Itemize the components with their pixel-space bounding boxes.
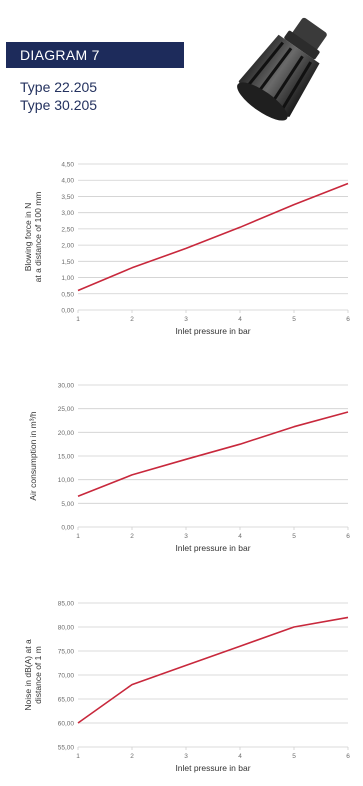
x-tick-label: 5 bbox=[292, 753, 296, 760]
x-tick-label: 5 bbox=[292, 316, 296, 323]
type-label: Type 30.205 bbox=[20, 97, 98, 113]
chart-svg: 0,00 5,00 10,00 15,00 20,00 25,00 30,00 1 2 3 4 5 6 I… bbox=[28, 383, 350, 554]
x-tick-label: 2 bbox=[130, 533, 134, 540]
x-tick-label: 6 bbox=[346, 753, 350, 760]
y-axis-label-line: at a distance of 100 mm bbox=[33, 192, 43, 283]
x-tick-label: 3 bbox=[184, 753, 188, 760]
y-tick-label: 55,00 bbox=[58, 745, 75, 752]
x-axis-label: Inlet pressure in bar bbox=[175, 763, 250, 773]
diagram-title: DIAGRAM 7 bbox=[6, 42, 184, 68]
y-tick-label: 3,00 bbox=[61, 210, 74, 217]
x-tick-label: 2 bbox=[130, 316, 134, 323]
y-tick-label: 2,00 bbox=[61, 243, 74, 250]
y-axis-label: Blowing force in Nat a distance of 100 m… bbox=[23, 192, 43, 283]
y-axis-label: Air consumption in m³/h bbox=[28, 411, 38, 501]
x-tick-label: 5 bbox=[292, 533, 296, 540]
x-tick-label: 3 bbox=[184, 533, 188, 540]
y-axis-label-line: distance of 1 m bbox=[33, 646, 43, 704]
series-line bbox=[77, 411, 349, 497]
y-tick-label: 20,00 bbox=[58, 430, 75, 437]
y-axis-label-line: Air consumption in m³/h bbox=[28, 411, 38, 501]
x-tick-label: 6 bbox=[346, 533, 350, 540]
y-axis-label: Noise in dB(A) at adistance of 1 m bbox=[23, 639, 43, 711]
y-tick-label: 1,50 bbox=[61, 259, 74, 266]
nozzle-product-icon bbox=[237, 17, 327, 121]
y-tick-label: 65,00 bbox=[58, 697, 75, 704]
y-tick-label: 10,00 bbox=[58, 477, 75, 484]
x-tick-label: 1 bbox=[76, 533, 80, 540]
y-tick-label: 2,50 bbox=[61, 226, 74, 233]
x-tick-label: 4 bbox=[238, 533, 242, 540]
chart-svg: 55,00 60,00 65,00 70,00 75,00 80,00 85,00 1 2 3 4 5… bbox=[23, 601, 350, 774]
chart-blowing-force: 0,00 0,50 1,00 1,50 2,00 2,50 3,00 3,50 4,00 4,50… bbox=[0, 150, 363, 350]
chart-noise: 55,00 60,00 65,00 70,00 75,00 80,00 85,00 1 2 3 4 5… bbox=[0, 595, 363, 781]
y-tick-label: 85,00 bbox=[58, 601, 75, 608]
x-axis-label: Inlet pressure in bar bbox=[175, 326, 250, 336]
type-list: Type 22.205 Type 30.205 bbox=[20, 78, 97, 114]
y-tick-label: 3,50 bbox=[61, 194, 74, 201]
x-axis-label: Inlet pressure in bar bbox=[175, 543, 250, 553]
y-axis-label-line: Noise in dB(A) at a bbox=[23, 639, 33, 711]
type-label: Type 22.205 bbox=[20, 79, 98, 95]
y-tick-label: 25,00 bbox=[58, 406, 75, 413]
y-tick-label: 1,00 bbox=[61, 275, 74, 282]
x-tick-label: 2 bbox=[130, 753, 134, 760]
y-tick-label: 0,50 bbox=[61, 291, 74, 298]
x-tick-label: 1 bbox=[76, 316, 80, 323]
y-tick-label: 80,00 bbox=[58, 625, 75, 632]
y-tick-label: 30,00 bbox=[58, 383, 75, 390]
y-tick-label: 0,00 bbox=[61, 525, 74, 532]
x-tick-label: 4 bbox=[238, 316, 242, 323]
chart-svg: 0,00 0,50 1,00 1,50 2,00 2,50 3,00 3,50 4,00 4,50… bbox=[23, 162, 350, 337]
y-tick-label: 75,00 bbox=[58, 649, 75, 656]
y-tick-label: 4,50 bbox=[61, 162, 74, 169]
x-tick-label: 1 bbox=[76, 753, 80, 760]
x-tick-label: 4 bbox=[238, 753, 242, 760]
y-tick-label: 15,00 bbox=[58, 454, 75, 461]
y-tick-label: 0,00 bbox=[61, 308, 74, 315]
y-axis-label-line: Blowing force in N bbox=[23, 203, 33, 272]
series-line bbox=[77, 182, 349, 292]
y-tick-label: 70,00 bbox=[58, 673, 75, 680]
chart-air-consumption: 0,00 5,00 10,00 15,00 20,00 25,00 30,00 1 2 3 4 5 6 I… bbox=[0, 375, 363, 575]
y-tick-label: 5,00 bbox=[61, 501, 74, 508]
series-line bbox=[77, 616, 349, 724]
y-tick-label: 4,00 bbox=[61, 178, 74, 185]
x-tick-label: 6 bbox=[346, 316, 350, 323]
y-tick-label: 60,00 bbox=[58, 721, 75, 728]
x-tick-label: 3 bbox=[184, 316, 188, 323]
